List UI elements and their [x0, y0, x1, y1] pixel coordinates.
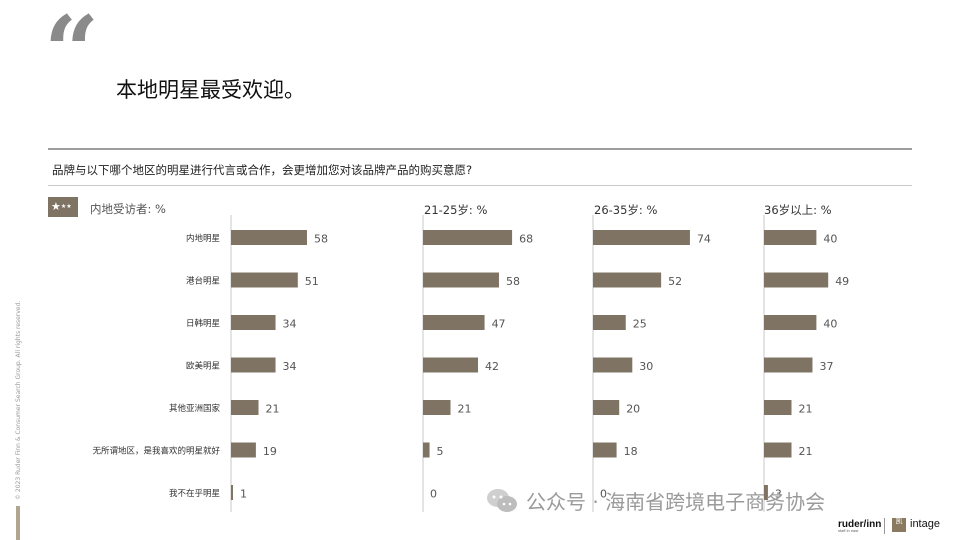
ruderfinn-logo: ruder/inn staff in east [838, 519, 881, 533]
value-label: 34 [283, 318, 297, 331]
category-label: 日韩明星 [186, 318, 220, 329]
value-label: 40 [823, 233, 837, 246]
copyright-notice: © 2023 Ruder Finn & Consumer Search Grou… [15, 300, 22, 500]
value-label: 58 [506, 275, 520, 288]
ruderfinn-logo-text: ruder/inn [838, 519, 882, 530]
value-label: 21 [799, 445, 813, 458]
bar [231, 400, 259, 415]
value-label: 0 [600, 488, 607, 501]
value-label: 37 [819, 360, 833, 373]
bar [764, 315, 817, 330]
csg-logo: 凯 [892, 518, 906, 532]
question-divider [48, 185, 912, 186]
value-label: 68 [519, 233, 533, 246]
bar [593, 442, 617, 458]
logo-separator [884, 518, 885, 534]
intage-logo: intage [910, 518, 940, 530]
bar [593, 357, 633, 373]
category-label: 港台明星 [186, 276, 220, 287]
bar [593, 230, 690, 245]
wechat-icon [487, 489, 517, 512]
value-label: 42 [485, 360, 499, 373]
bar [593, 400, 620, 415]
bar [764, 230, 817, 245]
bar [764, 357, 813, 373]
value-label: 21 [458, 403, 472, 416]
value-label: 58 [314, 233, 328, 246]
value-label: 34 [283, 360, 297, 373]
value-label: 74 [697, 233, 711, 246]
value-label: 1 [240, 488, 247, 501]
watermark-text: 公众号 · 海南省跨境电子商务协会 [526, 490, 826, 514]
value-label: 21 [266, 403, 280, 416]
bar [423, 357, 479, 373]
bar [423, 315, 485, 330]
bar [764, 442, 792, 458]
value-label: 52 [668, 275, 682, 288]
top-divider [48, 148, 912, 150]
side-accent-bar [16, 506, 20, 540]
survey-question: 品牌与以下哪个地区的明星进行代言或合作，会更增加您对该品牌产品的购买意愿? [52, 163, 473, 177]
value-label: 3 [775, 488, 782, 501]
bar [764, 400, 792, 415]
bar [423, 272, 499, 288]
respondent-label: 内地受访者: % [90, 202, 166, 216]
bar [593, 272, 662, 288]
headline: 本地明星最受欢迎。 [116, 78, 305, 102]
china-flag-icon: ★★★ [48, 197, 78, 217]
category-label: 内地明星 [186, 233, 220, 244]
value-label: 30 [639, 360, 653, 373]
category-label: 欧美明星 [186, 361, 220, 372]
value-label: 5 [437, 445, 444, 458]
value-label: 25 [633, 318, 647, 331]
bar [764, 272, 829, 288]
bar [231, 485, 233, 500]
bar [593, 315, 626, 330]
category-label: 无所谓地区，是我喜欢的明星就好 [92, 446, 220, 457]
value-label: 0 [430, 488, 437, 501]
value-label: 20 [626, 403, 640, 416]
bar [231, 315, 276, 330]
quote-mark: “ [44, 0, 100, 108]
value-label: 19 [263, 445, 277, 458]
panel-title-26-35: 26-35岁: % [594, 203, 658, 217]
panel-title-36-plus: 36岁以上: % [764, 203, 832, 217]
bar [231, 442, 256, 458]
value-label: 47 [492, 318, 506, 331]
bar [231, 230, 307, 245]
bar [764, 485, 768, 500]
bar [231, 357, 276, 373]
ruderfinn-logo-subtext: staff in east [838, 528, 859, 533]
value-label: 21 [799, 403, 813, 416]
panel-title-21-25: 21-25岁: % [424, 203, 488, 217]
value-label: 40 [823, 318, 837, 331]
bar [423, 442, 430, 458]
value-label: 18 [624, 445, 638, 458]
value-label: 49 [835, 275, 849, 288]
value-label: 51 [305, 275, 319, 288]
category-label: 我不在乎明星 [169, 488, 220, 499]
bar [231, 272, 298, 288]
bar [423, 400, 451, 415]
category-label: 其他亚洲国家 [169, 403, 221, 414]
watermark: 公众号 · 海南省跨境电子商务协会 [486, 486, 825, 515]
bar [423, 230, 513, 245]
